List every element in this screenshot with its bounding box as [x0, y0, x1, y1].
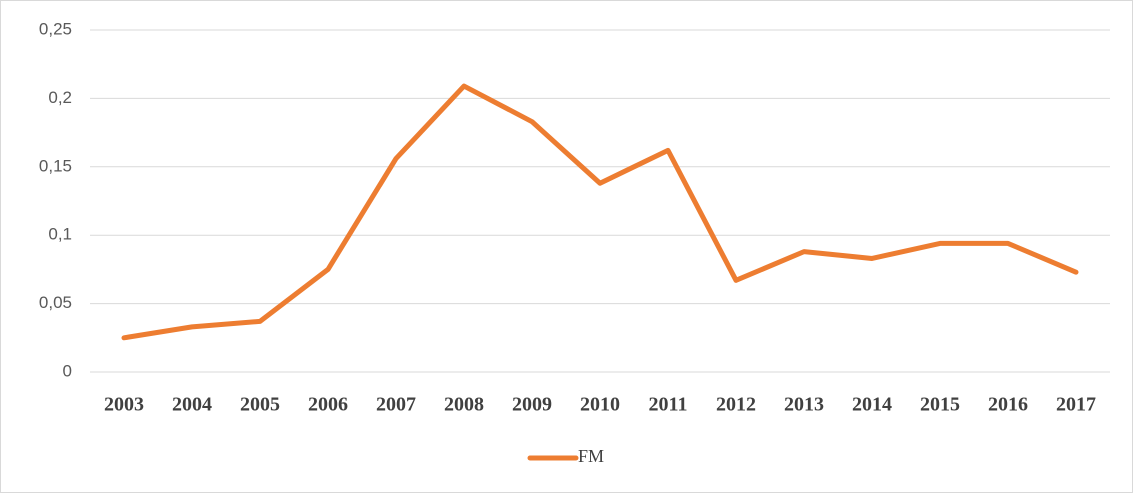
- x-tick-label: 2015: [920, 394, 960, 416]
- x-tick-label: 2005: [240, 394, 280, 416]
- x-tick-label: 2010: [580, 394, 620, 416]
- x-tick-label: 2007: [376, 394, 416, 416]
- x-tick-label: 2009: [512, 394, 552, 416]
- x-tick-label: 2004: [172, 394, 212, 416]
- x-tick-label: 2016: [988, 394, 1028, 416]
- y-tick-label: 0,1: [48, 225, 72, 244]
- y-tick-label: 0,15: [39, 156, 72, 175]
- x-tick-label: 2014: [852, 394, 892, 416]
- x-tick-label: 2013: [784, 394, 824, 416]
- x-tick-label: 2011: [649, 394, 688, 416]
- legend-label: FM: [578, 446, 604, 466]
- y-tick-label: 0,25: [39, 19, 72, 38]
- x-tick-label: 2008: [444, 394, 484, 416]
- x-tick-label: 2003: [104, 394, 144, 416]
- y-tick-label: 0,05: [39, 293, 72, 312]
- x-tick-label: 2012: [716, 394, 756, 416]
- y-tick-label: 0,2: [48, 88, 72, 107]
- y-tick-label: 0: [63, 361, 72, 380]
- x-tick-label: 2017: [1056, 394, 1096, 416]
- line: [121, 83, 1079, 341]
- x-tick-label: 2006: [308, 394, 348, 416]
